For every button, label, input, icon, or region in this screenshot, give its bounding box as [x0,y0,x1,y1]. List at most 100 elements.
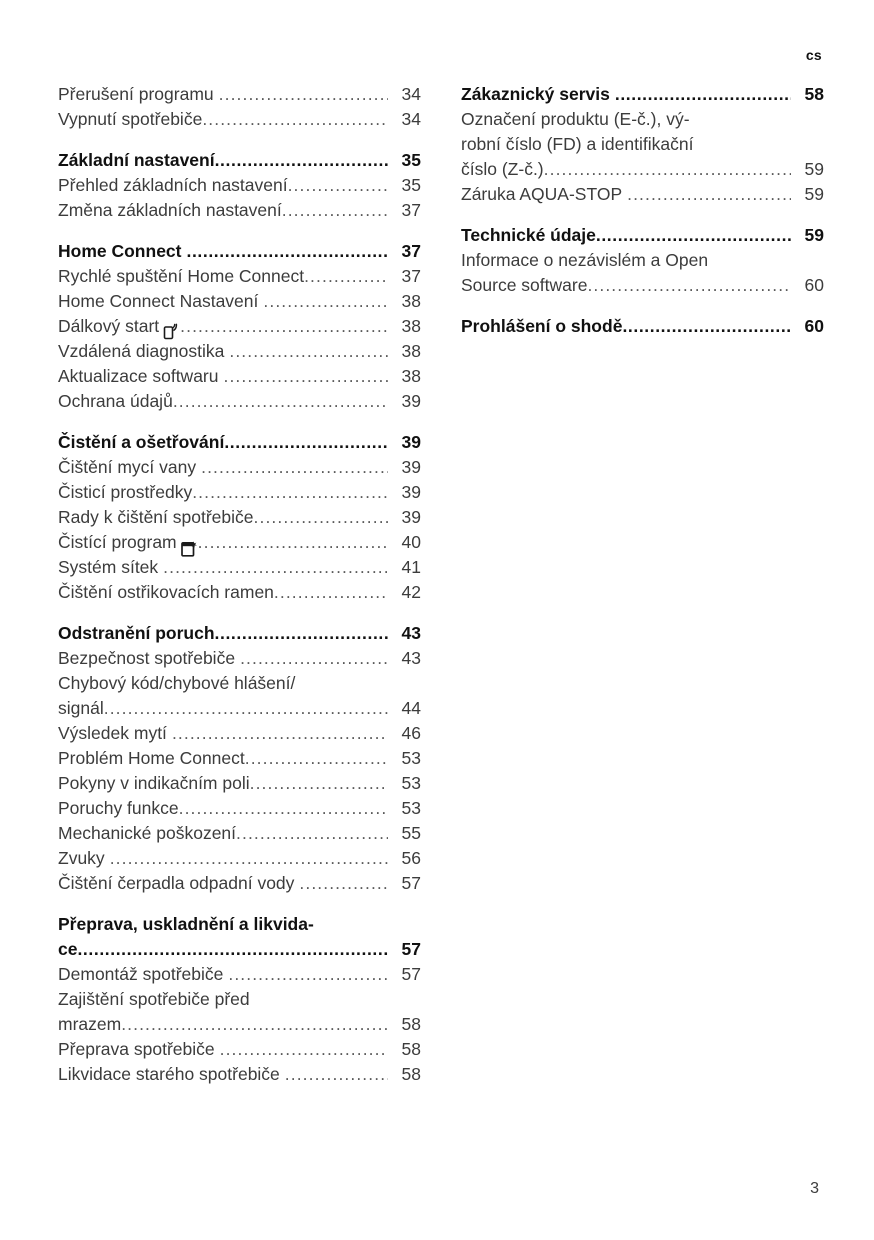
toc-entry-page-number: 43 [401,623,421,643]
toc-entry-page-number: 39 [401,432,421,452]
toc-entry[interactable]: Chybový kód/chybové hlášení/44signál44 [58,671,421,721]
toc-entry[interactable]: Likvidace starého spotřebiče 58 [58,1062,421,1087]
toc-entry[interactable]: Demontáž spotřebiče 57 [58,962,421,987]
toc-dot-leader [163,555,388,580]
toc-dot-leader [186,239,388,264]
toc-entry[interactable]: Základní nastavení 35 [58,148,421,173]
toc-entry[interactable]: Prohlášení o shodě 60 [461,314,824,339]
toc-entry[interactable]: Zvuky 56 [58,846,421,871]
toc-entry[interactable]: Záruka AQUA-STOP 59 [461,182,824,207]
toc-entry-page-number: 38 [401,291,421,311]
toc-entry[interactable]: Vypnutí spotřebiče 34 [58,107,421,132]
toc-entry-label: Označení produktu (E-č.), vý- [461,109,690,129]
toc-entry[interactable]: Aktualizace softwaru 38 [58,364,421,389]
toc-entry-label: Pokyny v indikačním poli [58,773,250,793]
toc-dot-leader [172,721,388,746]
toc-entry[interactable]: Mechanické poškození 55 [58,821,421,846]
toc-entry[interactable]: Přerušení programu 34 [58,82,421,107]
toc-entry[interactable]: Čistící program 40 [58,530,421,557]
toc-entry-label: Dálkový start [58,316,160,336]
toc-entry[interactable]: Rady k čištění spotřebiče 39 [58,505,421,530]
toc-dot-leader [224,430,388,455]
toc-entry-label: Přeprava spotřebiče [58,1039,215,1059]
toc-entry-label: mrazem [58,1014,122,1034]
toc-dot-leader [693,132,791,157]
toc-entry-page-number: 35 [401,175,421,195]
toc-entry-page-number: 39 [401,391,421,411]
toc-entry[interactable]: Zajištění spotřebiče před58mrazem58 [58,987,421,1037]
toc-entry-page-number: 37 [401,266,421,286]
toc-entry-label: číslo (Z-č.) [461,159,544,179]
toc-entry[interactable]: Home Connect Nastavení 38 [58,289,421,314]
toc-dot-leader [215,148,388,173]
toc-entry[interactable]: Změna základních nastavení 37 [58,198,421,223]
toc-dot-leader [250,771,388,796]
toc-dot-leader [627,182,791,207]
toc-entry[interactable]: Čištění ostřikovacích ramen 42 [58,580,421,605]
toc-entry[interactable]: Dálkový start 38 [58,314,421,340]
toc-entry[interactable]: Ochrana údajů 39 [58,389,421,414]
toc-entry[interactable]: Pokyny v indikačním poli 53 [58,771,421,796]
toc-entry-page-number: 35 [401,150,421,170]
toc-entry[interactable]: Technické údaje 59 [461,223,824,248]
toc-entry-page-number: 37 [401,241,421,261]
toc-entry[interactable]: Čištění mycí vany 39 [58,455,421,480]
toc-entry-label: Demontáž spotřebiče [58,964,224,984]
toc-entry[interactable]: Problém Home Connect 53 [58,746,421,771]
language-marker: cs [805,47,822,63]
toc-entry[interactable]: Zákaznický servis 58 [461,82,824,107]
toc-entry-label: Aktualizace softwaru [58,366,219,386]
toc-dot-leader [202,107,388,132]
toc-entry-page-number: 37 [401,200,421,220]
toc-entry[interactable]: Přeprava, uskladnění a likvida-57ce57 [58,912,421,962]
cleaning-program-icon [180,539,197,557]
toc-entry-label: Základní nastavení [58,150,215,170]
toc-section: Technické údaje 59 Informace o nezávislém … [461,223,824,298]
toc-entry-label: Záruka AQUA-STOP [461,184,623,204]
toc-entry[interactable]: Označení produktu (E-č.), vý- 59 robní čís… [461,107,824,182]
toc-entry-label: Problém Home Connect [58,748,245,768]
toc-entry-label: Bezpečnost spotřebiče [58,648,236,668]
toc-entry-label: Přehled základních nastavení [58,175,288,195]
toc-dot-leader [622,314,791,339]
toc-entry-page-number: 39 [401,507,421,527]
toc-dot-leader [304,264,388,289]
toc-dot-leader [201,455,388,480]
toc-entry-label: Source software [461,275,588,295]
toc-entry[interactable]: Rychlé spuštění Home Connect 37 [58,264,421,289]
toc-entry-page-number: 58 [401,1039,421,1059]
toc-entry-page-number: 57 [401,939,421,959]
toc-dot-leader [110,846,388,871]
toc-entry[interactable]: Home Connect 37 [58,239,421,264]
toc-entry[interactable]: Čistění a ošetřování 39 [58,430,421,455]
toc-entry-label: Mechanické poškození [58,823,237,843]
toc-dot-leader [228,962,388,987]
toc-entry[interactable]: Čisticí prostředky 39 [58,480,421,505]
toc-entry-label: Systém sítek [58,557,159,577]
toc-dot-leader [229,339,388,364]
toc-dot-leader [198,530,388,555]
toc-entry-page-number: 46 [401,723,421,743]
remote-start-icon [163,322,179,340]
toc-entry-page-number: 53 [401,773,421,793]
toc-entry-label: Přerušení programu [58,84,214,104]
page-number: 3 [810,1180,819,1197]
toc-entry-label: Rychlé spuštění Home Connect [58,266,305,286]
toc-entry[interactable]: Systém sítek 41 [58,555,421,580]
toc-dot-leader [236,821,388,846]
toc-entry[interactable]: Výsledek mytí 46 [58,721,421,746]
toc-entry[interactable]: Bezpečnost spotřebiče 43 [58,646,421,671]
toc-entry[interactable]: Přehled základních nastavení 35 [58,173,421,198]
toc-entry[interactable]: Informace o nezávislém a Open 60 Source so… [461,248,824,298]
toc-entry[interactable]: Vzdálená diagnostika 38 [58,339,421,364]
toc-entry[interactable]: Odstranění poruch 43 [58,621,421,646]
toc-entry-page-number: 38 [401,316,421,336]
toc-entry[interactable]: Čištění čerpadla odpadní vody 57 [58,871,421,896]
toc-entry[interactable]: Přeprava spotřebiče 58 [58,1037,421,1062]
toc-entry-page-number: 59 [804,159,824,179]
toc-dot-leader [219,82,388,107]
toc-dot-leader [596,223,791,248]
toc-entry-label: Zákaznický servis [461,84,610,104]
toc-entry-page-number: 40 [401,532,421,552]
toc-entry[interactable]: Poruchy funkce 53 [58,796,421,821]
